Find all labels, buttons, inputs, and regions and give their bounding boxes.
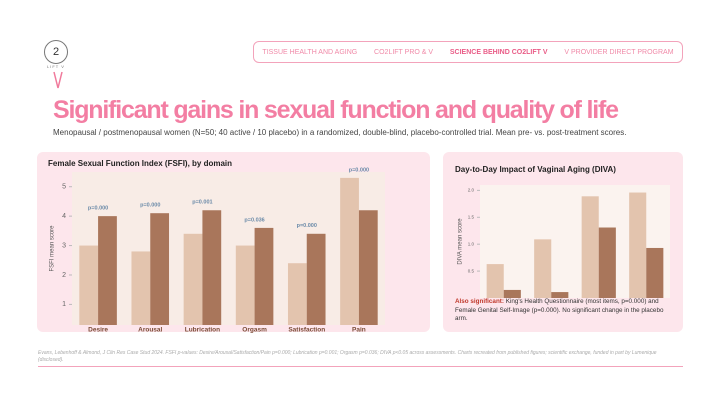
p-value-label: p=0.000: [349, 167, 369, 173]
bar: [629, 192, 647, 298]
x-tick-label: Arousal: [138, 327, 162, 334]
y-axis-label: DIVA mean score: [458, 218, 464, 265]
bar: [98, 216, 117, 325]
bar: [358, 210, 378, 325]
plot-area: [72, 172, 385, 325]
bar: [183, 233, 203, 325]
y-tick-label: 0.5: [468, 268, 475, 273]
y-tick-label: 2.0: [468, 188, 475, 193]
x-tick-label: Satisfaction: [288, 327, 325, 334]
y-tick-label: 3: [62, 242, 66, 249]
x-tick-label: Pain: [352, 327, 366, 334]
y-tick-label: 2: [62, 272, 66, 279]
y-tick-label: 5: [62, 184, 66, 191]
x-tick-label: Desire: [88, 327, 108, 334]
logo-mark: [53, 71, 63, 89]
y-tick-label: 1: [62, 301, 66, 308]
p-value-label: p=0.000: [140, 203, 160, 209]
bar: [306, 233, 326, 325]
bar: [646, 247, 664, 298]
bar: [202, 210, 222, 325]
logo: 2: [44, 40, 68, 64]
chart-note: Also significant: King's Health Question…: [455, 298, 677, 324]
p-value-label: p=0.036: [244, 217, 264, 223]
chart-title: Day-to-Day Impact of Vaginal Aging (DIVA…: [455, 165, 616, 174]
bar: [150, 213, 170, 325]
slide-title: Significant gains in sexual function and…: [53, 96, 619, 124]
p-value-label: p=0.001: [192, 200, 212, 206]
p-value-label: p=0.000: [88, 206, 108, 212]
bar: [598, 227, 616, 298]
nav-bar: TISSUE HEALTH AND AGING CO2LIFT PRO & V …: [253, 41, 683, 63]
bar: [131, 251, 151, 325]
nav-item[interactable]: TISSUE HEALTH AND AGING: [262, 48, 358, 56]
footer-citation: Evans, Lebenhoff & Almond, J Clin Res Ca…: [38, 350, 657, 363]
y-tick-label: 1.0: [468, 241, 475, 246]
y-tick-label: 4: [62, 213, 66, 220]
x-tick-label: Lubrication: [185, 327, 220, 334]
bar: [235, 245, 255, 325]
bar: [551, 292, 569, 298]
nav-item[interactable]: V PROVIDER DIRECT PROGRAM: [564, 48, 674, 56]
x-tick-label: Orgasm: [242, 327, 267, 334]
bar: [340, 177, 359, 325]
chart-title: Female Sexual Function Index (FSFI), by …: [48, 159, 232, 168]
y-axis-label: FSFI mean score: [50, 225, 56, 272]
bar: [534, 239, 552, 298]
bar: [287, 263, 307, 325]
y-tick-label: 1.5: [468, 214, 475, 219]
bar: [79, 245, 99, 325]
bar: [503, 289, 521, 298]
bar: [254, 227, 274, 325]
footer-rule: [38, 366, 683, 367]
bar: [581, 196, 599, 298]
bar: [486, 264, 504, 298]
p-value-label: p=0.000: [297, 223, 317, 229]
nav-item[interactable]: SCIENCE BEHIND CO2LIFT V: [449, 48, 548, 56]
logo-sub: LIFT V: [47, 64, 65, 69]
note-text: King's Health Questionnaire (most items,…: [455, 298, 664, 322]
note-label: Also significant:: [455, 298, 504, 305]
slide-subtitle: Menopausal / postmenopausal women (N=50;…: [53, 128, 627, 137]
nav-item[interactable]: CO2LIFT PRO & V: [374, 48, 434, 56]
